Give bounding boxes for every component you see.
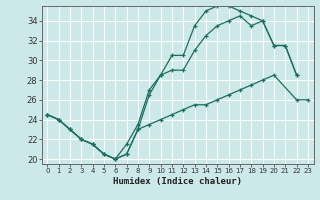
X-axis label: Humidex (Indice chaleur): Humidex (Indice chaleur): [113, 177, 242, 186]
